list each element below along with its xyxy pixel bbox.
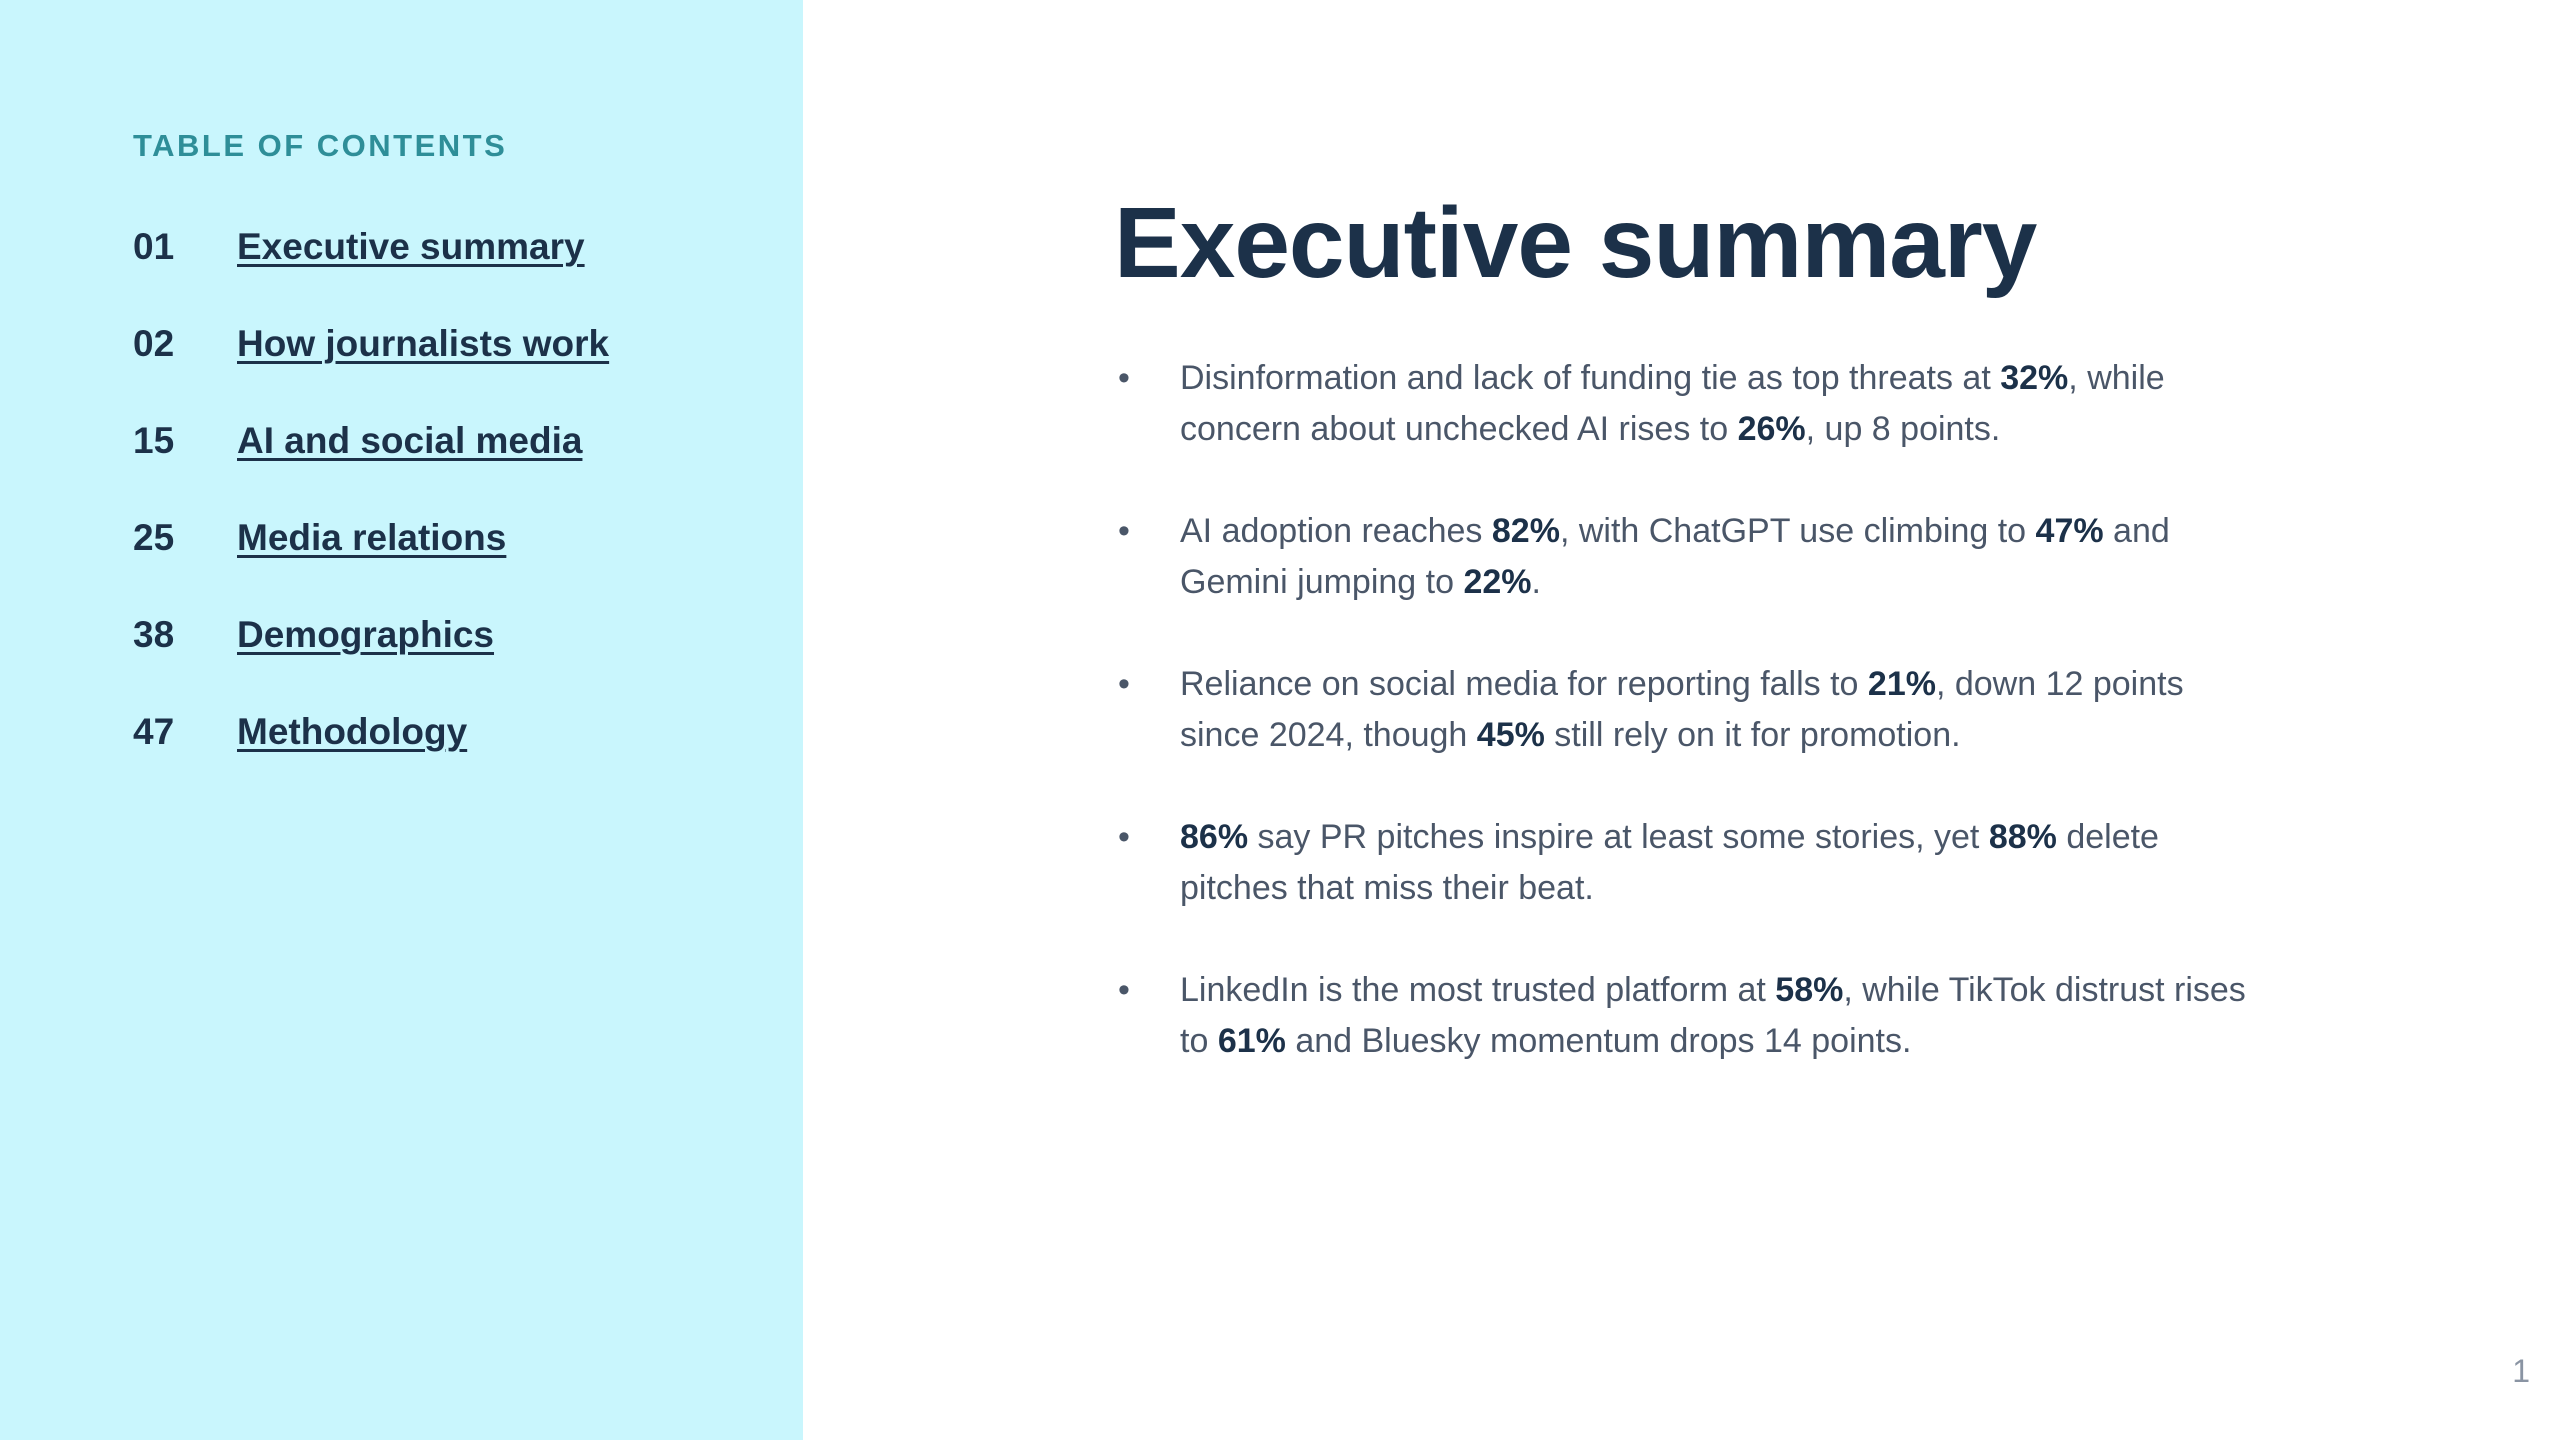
bullet-text: and Bluesky momentum drops 14 points. — [1285, 1022, 1912, 1060]
toc-list: 01 Executive summary 02 How journalists … — [133, 226, 609, 808]
bullet-highlight-stat: 86% — [1180, 818, 1249, 856]
toc-page-number: 47 — [133, 711, 175, 752]
bullet-text: Reliance on social media for reporting f… — [1180, 665, 1868, 703]
bullet-text: , with ChatGPT use climbing to — [1559, 512, 2036, 550]
bullet-highlight-stat: 88% — [1988, 818, 2057, 856]
toc-item-how-journalists-work[interactable]: 02 How journalists work — [133, 323, 609, 420]
toc-item-methodology[interactable]: 47 Methodology — [133, 711, 609, 808]
bullet-text: say PR pitches inspire at least some sto… — [1248, 818, 1989, 856]
bullet-highlight-stat: 21% — [1867, 665, 1936, 703]
bullet-dot-icon: • — [1118, 665, 1130, 703]
bullet-text: Disinformation and lack of funding tie a… — [1180, 359, 2001, 397]
bullet-highlight-stat: 32% — [2000, 359, 2069, 397]
summary-bullet-list: • Disinformation and lack of funding tie … — [1114, 353, 2264, 1118]
summary-bullet: • Reliance on social media for reporting … — [1114, 659, 2264, 761]
bullet-highlight-stat: 26% — [1737, 410, 1806, 448]
toc-page-number: 38 — [133, 614, 175, 655]
toc-page-number: 15 — [133, 420, 175, 461]
toc-link-ai-and-social-media[interactable]: AI and social media — [237, 420, 583, 461]
page-number: 1 — [2512, 1353, 2530, 1389]
page-title: Executive summary — [1114, 187, 2037, 299]
bullet-text: . — [1531, 563, 1541, 601]
summary-bullet: • AI adoption reaches 82%, with ChatGPT u… — [1114, 506, 2264, 608]
bullet-dot-icon: • — [1118, 359, 1130, 397]
toc-item-ai-and-social-media[interactable]: 15 AI and social media — [133, 420, 609, 517]
bullet-highlight-stat: 22% — [1463, 563, 1532, 601]
toc-heading: TABLE OF CONTENTS — [133, 128, 508, 163]
toc-link-methodology[interactable]: Methodology — [237, 711, 468, 752]
bullet-text: , down 12 points since 2024, though — [1180, 665, 2184, 754]
bullet-highlight-stat: 47% — [2035, 512, 2104, 550]
toc-item-demographics[interactable]: 38 Demographics — [133, 614, 609, 711]
toc-link-media-relations[interactable]: Media relations — [237, 517, 507, 558]
bullet-highlight-stat: 61% — [1217, 1022, 1286, 1060]
bullet-text: and Gemini jumping to — [1180, 512, 2170, 601]
toc-item-media-relations[interactable]: 25 Media relations — [133, 517, 609, 614]
toc-page-number: 25 — [133, 517, 175, 558]
bullet-highlight-stat: 58% — [1775, 971, 1844, 1009]
toc-link-demographics[interactable]: Demographics — [237, 614, 495, 655]
toc-item-executive-summary[interactable]: 01 Executive summary — [133, 226, 609, 323]
summary-bullet: • LinkedIn is the most trusted platform a… — [1114, 965, 2264, 1067]
bullet-highlight-stat: 45% — [1476, 716, 1545, 754]
toc-page-number: 02 — [133, 323, 175, 364]
bullet-text: AI adoption reaches — [1180, 512, 1492, 550]
table-of-contents-panel: TABLE OF CONTENTS 01 Executive summary 0… — [0, 0, 803, 1440]
toc-page-number: 01 — [133, 226, 175, 267]
bullet-text: , up 8 points. — [1805, 410, 2001, 448]
bullet-dot-icon: • — [1118, 512, 1130, 550]
bullet-highlight-stat: 82% — [1491, 512, 1560, 550]
bullet-text: delete pitches that miss their beat. — [1180, 818, 2159, 907]
summary-bullet: • Disinformation and lack of funding tie … — [1114, 353, 2264, 455]
toc-link-how-journalists-work[interactable]: How journalists work — [237, 323, 610, 364]
bullet-text: , while TikTok distrust rises to — [1180, 971, 2246, 1060]
bullet-dot-icon: • — [1118, 818, 1130, 856]
bullet-text: LinkedIn is the most trusted platform at — [1180, 971, 1776, 1009]
bullet-dot-icon: • — [1118, 971, 1130, 1009]
main-content: Executive summary • Disinformation and la… — [1114, 0, 2364, 1440]
toc-link-executive-summary[interactable]: Executive summary — [237, 226, 585, 267]
bullet-text: , while concern about unchecked AI rises… — [1180, 359, 2165, 448]
summary-bullet: • 86% say PR pitches inspire at least som… — [1114, 812, 2264, 914]
bullet-text: still rely on it for promotion. — [1544, 716, 1961, 754]
